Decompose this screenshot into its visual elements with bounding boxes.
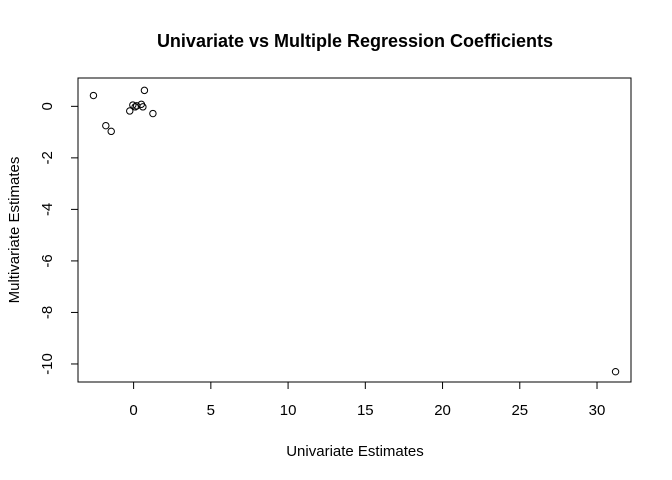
x-axis-ticks: 0 5 10 15 20 25 30 <box>129 382 605 419</box>
x-tick-label: 5 <box>207 402 215 419</box>
data-points <box>89 86 620 376</box>
data-point <box>102 121 110 130</box>
chart-title: Univariate vs Multiple Regression Coeffi… <box>157 31 553 51</box>
data-point <box>129 101 137 109</box>
data-point <box>107 127 115 136</box>
x-axis-label: Univariate Estimates <box>286 443 424 460</box>
data-point <box>140 86 149 95</box>
y-tick-label: -10 <box>39 353 56 375</box>
x-tick-label: 0 <box>129 402 137 419</box>
data-point <box>149 109 157 118</box>
data-point <box>611 367 620 376</box>
y-tick-label: 0 <box>39 102 56 110</box>
x-tick-label: 15 <box>357 402 374 419</box>
y-axis-ticks: 0 -2 -4 -6 -8 -10 <box>39 102 78 375</box>
data-point <box>126 107 134 115</box>
plot-frame <box>77 77 632 383</box>
x-tick-label: 30 <box>589 402 606 419</box>
data-point <box>131 103 139 111</box>
data-point <box>89 91 98 100</box>
x-tick-label: 25 <box>511 402 528 419</box>
y-axis-label: Multivariate Estimates <box>6 157 23 304</box>
x-tick-label: 20 <box>434 402 451 419</box>
y-tick-label: -8 <box>39 306 56 319</box>
y-tick-label: -6 <box>39 254 56 267</box>
x-tick-label: 10 <box>280 402 297 419</box>
y-tick-label: -4 <box>39 203 56 216</box>
y-tick-label: -2 <box>39 151 56 164</box>
data-point <box>139 103 147 111</box>
